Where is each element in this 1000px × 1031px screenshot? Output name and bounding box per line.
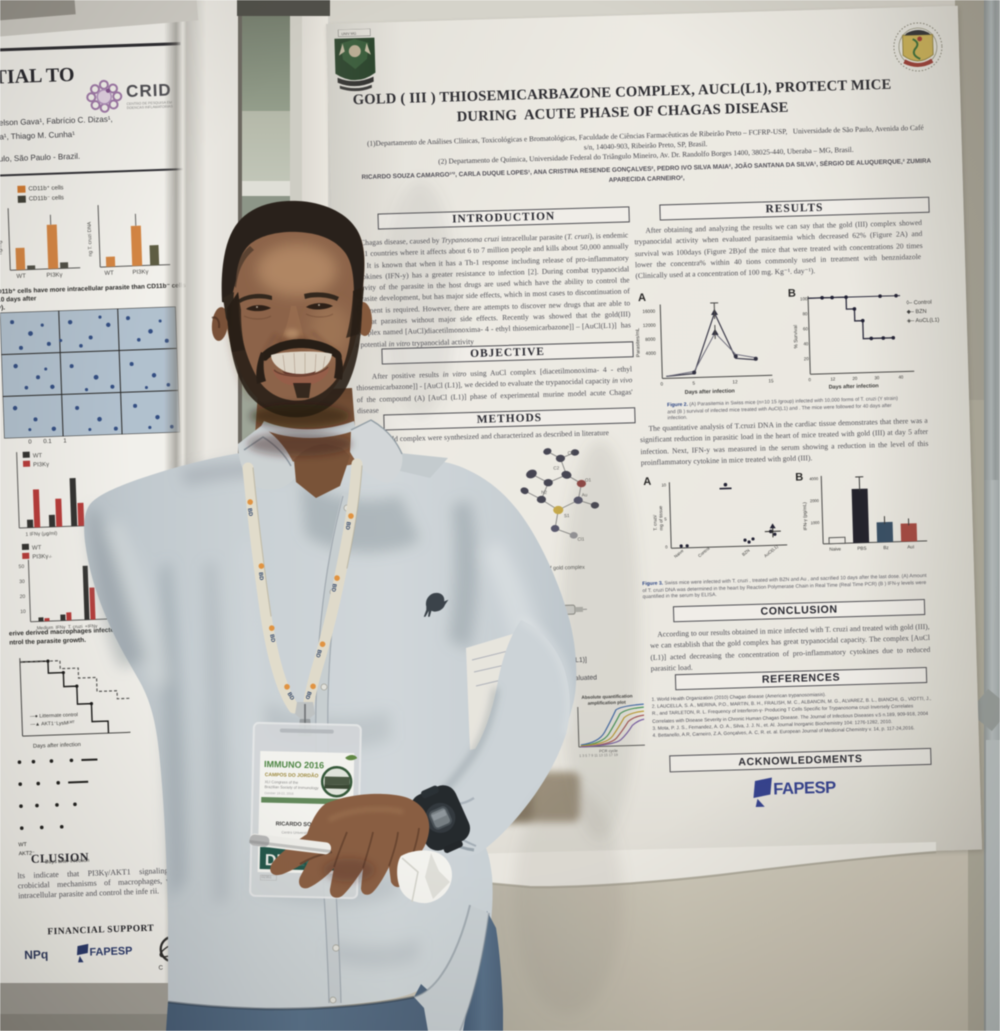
svg-text:20: 20	[852, 376, 858, 381]
svg-text:AuI: AuI	[907, 544, 914, 549]
svg-text:mg of tissue: mg of tissue	[658, 505, 664, 530]
svg-text:FAPESP: FAPESP	[89, 945, 132, 958]
svg-text:BD: BD	[304, 690, 312, 700]
svg-text:12000: 12000	[643, 323, 656, 328]
svg-text:Brazilian Society of Immunolog: Brazilian Society of Immunology	[264, 785, 318, 790]
svg-text:0: 0	[665, 544, 668, 549]
svg-text:ng T. cruzi DNA: ng T. cruzi DNA	[87, 221, 94, 256]
svg-text:—▲ AKT1⁻LysMᴸᴹᵀ: —▲ AKT1⁻LysMᴸᴹᵀ	[30, 720, 75, 728]
svg-text:% Survival: % Survival	[793, 325, 800, 349]
svg-text:PI3Kγ-/-: PI3Kγ-/-	[32, 554, 53, 561]
svg-text:PI3Kγ: PI3Kγ	[46, 272, 62, 279]
svg-text:5: 5	[664, 516, 667, 521]
svg-text:100: 100	[800, 296, 808, 301]
svg-text:A: A	[643, 476, 651, 488]
svg-text:October 19-22, 2016: October 19-22, 2016	[264, 791, 294, 796]
svg-text:BD: BD	[344, 521, 351, 530]
svg-text:IMMUNO 2016: IMMUNO 2016	[264, 759, 324, 770]
svg-text:Naive: Naive	[673, 548, 685, 559]
svg-text:Bz: Bz	[883, 545, 889, 550]
svg-text:15: 15	[768, 378, 774, 383]
svg-text:Days after infection: Days after infection	[45, 858, 90, 866]
svg-text:BD: BD	[246, 508, 253, 517]
svg-text:BD: BD	[257, 572, 264, 581]
svg-text:Naive: Naive	[829, 546, 841, 551]
svg-text:40: 40	[898, 375, 904, 380]
svg-text:WT: WT	[33, 453, 43, 459]
svg-text:80: 80	[802, 311, 808, 316]
svg-text:30: 30	[19, 579, 25, 585]
svg-text:Days after infection: Days after infection	[33, 742, 81, 750]
svg-text:CAMPOS DO JORDÃO: CAMPOS DO JORDÃO	[265, 771, 319, 779]
svg-text:0: 0	[660, 381, 663, 386]
svg-text:10: 10	[20, 609, 26, 615]
svg-text:AKT2⁻: AKT2⁻	[19, 851, 36, 858]
svg-text:Medium IFNγ T. cruzi +IFNγ: Medium IFNγ T. cruzi +IFNγ	[37, 623, 98, 630]
svg-text:—● Littermate control: —● Littermate control	[30, 712, 78, 720]
svg-text:XLI Congress of the: XLI Congress of the	[265, 780, 299, 785]
svg-text:1000: 1000	[810, 520, 820, 525]
svg-text:40: 40	[803, 341, 809, 346]
svg-text:BD: BD	[268, 634, 276, 643]
svg-text:10: 10	[661, 482, 666, 487]
svg-text:4000: 4000	[646, 351, 657, 356]
svg-text:0: 0	[808, 377, 811, 382]
svg-text:12: 12	[732, 379, 738, 384]
svg-text:Parasites/mL: Parasites/mL	[635, 328, 642, 358]
svg-text:WT: WT	[32, 545, 42, 551]
svg-text:BD: BD	[330, 583, 337, 592]
svg-text:C2: C2	[553, 465, 559, 470]
svg-text:C3: C3	[568, 450, 574, 455]
svg-text:FAPESP: FAPESP	[773, 778, 836, 799]
svg-text:UNIV MG: UNIV MG	[341, 32, 356, 36]
svg-text:8000: 8000	[645, 337, 656, 342]
svg-text:Days after infection: Days after infection	[685, 388, 735, 395]
svg-text:12: 12	[830, 376, 836, 381]
svg-text:4000: 4000	[809, 476, 819, 481]
svg-text:20: 20	[20, 594, 26, 600]
svg-text:PI3Kγ: PI3Kγ	[132, 269, 148, 276]
svg-text:N2: N2	[541, 490, 547, 495]
svg-text:T. cruzi/: T. cruzi/	[652, 514, 657, 531]
svg-text:WT: WT	[18, 842, 27, 848]
svg-text:PI3Kγ: PI3Kγ	[33, 462, 49, 469]
svg-text:B: B	[795, 471, 803, 483]
svg-text:A: A	[638, 292, 646, 304]
svg-text:Days after infection: Days after infection	[829, 383, 879, 390]
svg-text:S1: S1	[564, 513, 570, 518]
svg-text:WT: WT	[16, 274, 26, 280]
svg-text:BZN: BZN	[741, 548, 751, 557]
svg-text:20: 20	[804, 356, 810, 361]
svg-text:1 IFNγ (μg/ml): 1 IFNγ (μg/ml)	[25, 531, 57, 538]
svg-text:B: B	[788, 288, 796, 300]
svg-text:60: 60	[803, 326, 809, 331]
svg-text:30: 30	[874, 375, 880, 380]
svg-text:50: 50	[19, 564, 25, 570]
svg-text:ng/mg: ng/mg	[0, 240, 4, 254]
svg-text:BD: BD	[286, 692, 295, 702]
svg-text:WT: WT	[104, 271, 114, 277]
svg-text:16000: 16000	[642, 309, 655, 314]
svg-text:PBS: PBS	[857, 546, 866, 551]
svg-text:02351: 02351	[261, 875, 271, 879]
svg-text:2000: 2000	[810, 498, 820, 503]
svg-text:IFN-γ (pg/mL): IFN-γ (pg/mL)	[802, 502, 808, 531]
svg-text:BD: BD	[314, 649, 322, 658]
svg-text:5: 5	[692, 381, 695, 386]
